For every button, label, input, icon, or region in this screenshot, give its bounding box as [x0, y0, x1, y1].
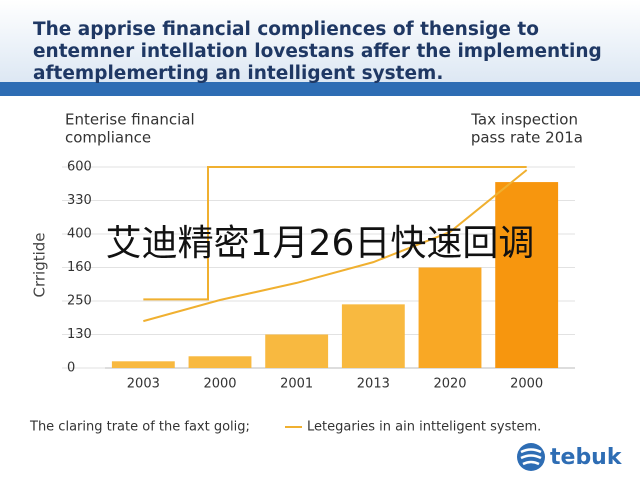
logo: tebuk — [517, 443, 623, 471]
y-axis-label: Crrigtide — [31, 232, 49, 297]
legend-text: The claring trate of the faxt golig; — [29, 420, 250, 435]
right-heading: pass rate 201a — [471, 129, 583, 147]
overlay-text: 艾迪精密1月26日快速回调 — [106, 223, 535, 264]
x-tick-label: 2001 — [280, 377, 313, 392]
right-heading: Tax inspection — [470, 111, 578, 129]
bar — [188, 356, 252, 368]
y-tick-label: 400 — [67, 227, 92, 242]
title-line: entemner intellation lovestans affer the… — [33, 41, 602, 62]
y-tick-label: 250 — [67, 294, 92, 309]
y-tick-label: 0 — [67, 361, 75, 376]
bar — [111, 361, 175, 368]
x-tick-label: 2020 — [433, 377, 466, 392]
header-strip — [0, 82, 640, 96]
left-heading: Enterise financial — [65, 111, 195, 129]
logo-text: tebuk — [550, 445, 623, 470]
y-tick-label: 130 — [67, 327, 92, 342]
bar — [265, 334, 329, 368]
x-tick-label: 2003 — [127, 377, 160, 392]
title-line: The apprise financial compliences of the… — [33, 19, 539, 40]
bar — [495, 182, 559, 368]
x-tick-label: 2000 — [510, 377, 543, 392]
line-series — [143, 166, 527, 301]
y-tick-label: 600 — [67, 160, 92, 175]
x-tick-label: 2000 — [203, 377, 236, 392]
bar — [341, 304, 405, 368]
legend-text: Letegaries in ain intteligent system. — [307, 420, 541, 435]
bar — [418, 267, 482, 368]
y-tick-label: 330 — [67, 193, 92, 208]
title-line: aftemplemerting an intelligent system. — [33, 63, 443, 84]
line-series — [143, 169, 528, 323]
left-heading: compliance — [65, 129, 151, 147]
y-tick-label: 160 — [67, 260, 92, 275]
x-tick-label: 2013 — [357, 377, 390, 392]
header — [0, 0, 640, 84]
